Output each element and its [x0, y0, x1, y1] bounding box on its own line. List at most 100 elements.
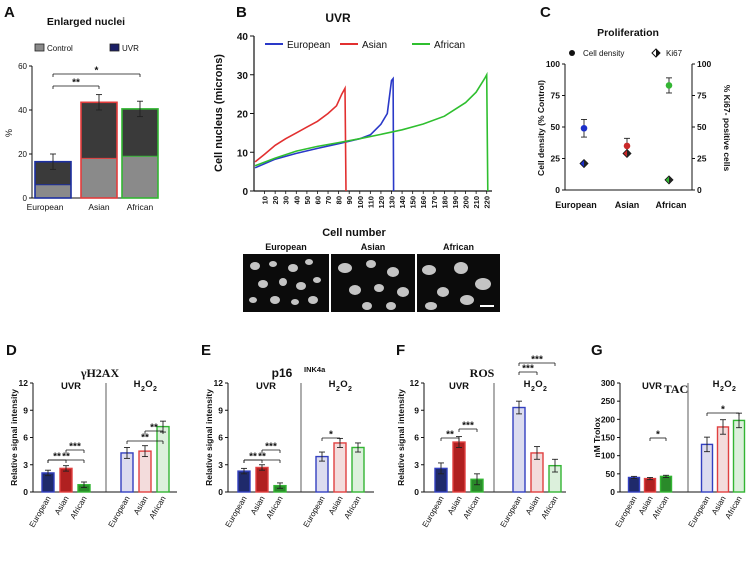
y-tick-label: 9 — [23, 405, 28, 415]
microscopy-row: European Asian African — [243, 242, 500, 312]
micrograph-label: European — [265, 242, 307, 252]
y-tick-label: 9 — [218, 405, 223, 415]
x-tick-label: 50 — [303, 196, 312, 204]
significance-label: ** — [258, 452, 266, 463]
bar-h2o2-european — [512, 406, 526, 493]
y-tick-label: 12 — [214, 378, 224, 388]
y-tick-label: 12 — [19, 378, 29, 388]
nucleus — [475, 278, 491, 290]
y-tick-label: 3 — [414, 460, 419, 470]
x-tick-label: 60 — [313, 196, 322, 204]
nucleus — [386, 302, 396, 310]
y-tick-label: 6 — [23, 433, 28, 443]
y-tick-label: 6 — [218, 433, 223, 443]
x-tick-label: 160 — [419, 196, 428, 209]
y-tick-label: 40 — [237, 32, 249, 43]
y-axis-label: Cell density (% Control) — [536, 80, 546, 176]
nucleus — [422, 265, 436, 275]
significance-label: *** — [531, 355, 543, 366]
group-label-uvr: UVR — [449, 381, 469, 392]
bar-uvr — [35, 161, 71, 185]
x-tick-label: 220 — [483, 196, 492, 209]
x-tick-label: 180 — [440, 196, 449, 209]
significance-label: ** — [62, 452, 70, 463]
group-label-uvr: UVR — [256, 381, 276, 392]
series-line-european — [254, 76, 395, 192]
group-label-h2o2-o: O — [145, 379, 152, 390]
y-axis-label: nM Trolox — [592, 417, 602, 457]
x-tick-label: European — [107, 495, 132, 530]
legend-label-cell-density: Cell density — [583, 49, 624, 58]
y-tick-label: 0 — [610, 487, 615, 497]
group-label-h2o2: H — [134, 379, 141, 390]
nucleus — [460, 295, 474, 305]
y-tick-label: 3 — [23, 460, 28, 470]
significance-label: ** — [249, 452, 257, 463]
y-tick-label: 50 — [551, 122, 561, 132]
group-label-h2o2-o: O — [535, 379, 542, 390]
x-tick-label: European — [224, 495, 249, 530]
nucleus — [454, 262, 468, 274]
y-tick-label: 100 — [601, 451, 615, 461]
nucleus — [362, 302, 372, 310]
y-tick-label: 300 — [601, 378, 615, 388]
bar-uvr-asian — [452, 441, 466, 493]
panel-letter-b: B — [236, 4, 247, 21]
panel-letter-f: F — [396, 342, 405, 359]
y-tick-label: 0 — [242, 187, 248, 198]
chart-title: TAC — [664, 382, 688, 396]
y-axis-label: Relative signal intensity — [9, 389, 19, 486]
legend-label-african: African — [434, 40, 465, 51]
y-tick-label: 75 — [551, 91, 561, 101]
panel-letter-d: D — [6, 342, 17, 359]
legend-label-ki67: Ki67 — [666, 49, 683, 58]
x-tick-label: Asian — [132, 495, 150, 517]
panel-letter-c: C — [540, 4, 551, 21]
x-tick-label: Asian — [446, 495, 464, 517]
nucleus — [338, 263, 352, 273]
legend-label-asian: Asian — [362, 40, 387, 51]
x-tick-label: African — [127, 202, 154, 212]
chart-title: UVR — [325, 11, 351, 25]
bar-control — [122, 156, 158, 198]
bar-uvr-african — [659, 475, 673, 493]
bar-h2o2-african — [351, 446, 365, 493]
x-tick-label: European — [421, 495, 446, 530]
x-tick-label: European — [614, 495, 639, 530]
nucleus — [308, 296, 318, 304]
chart-title: p16 — [272, 366, 293, 380]
point-cell-density — [665, 82, 673, 89]
x-tick-label: European — [687, 495, 712, 530]
y-tick-label: 60 — [18, 62, 27, 71]
y-tick-label: 0 — [414, 487, 419, 497]
x-tick-label: 20 — [271, 196, 280, 204]
x-tick-label: Asian — [53, 495, 71, 517]
point-ki67-half — [627, 149, 631, 158]
legend-label-uvr: UVR — [122, 44, 139, 53]
micrograph-label: Asian — [361, 242, 386, 252]
point-cell-density — [580, 124, 588, 132]
bar-control — [81, 158, 117, 198]
nucleus — [366, 260, 376, 268]
legend-label-european: European — [287, 40, 330, 51]
micrograph-label: African — [443, 242, 474, 252]
x-tick-label: 170 — [430, 196, 439, 209]
x-tick-label: European — [499, 495, 524, 530]
nucleus — [288, 264, 298, 272]
y-tick-label: 250 — [601, 396, 615, 406]
significance-label: ** — [53, 452, 61, 463]
nucleus — [387, 267, 399, 277]
bar-h2o2-asian — [138, 450, 152, 493]
x-tick-label: African — [539, 495, 559, 521]
bar-uvr-asian — [59, 467, 73, 493]
bar-h2o2-african — [156, 425, 170, 493]
group-label-h2o2-sub2: 2 — [348, 386, 352, 393]
y-axis-label: Relative signal intensity — [396, 389, 406, 486]
series-line-asian — [254, 85, 347, 192]
bar-uvr — [81, 102, 117, 159]
point-ki67-half — [584, 159, 588, 168]
significance-label: ** — [446, 430, 454, 441]
scale-bar — [480, 305, 494, 307]
